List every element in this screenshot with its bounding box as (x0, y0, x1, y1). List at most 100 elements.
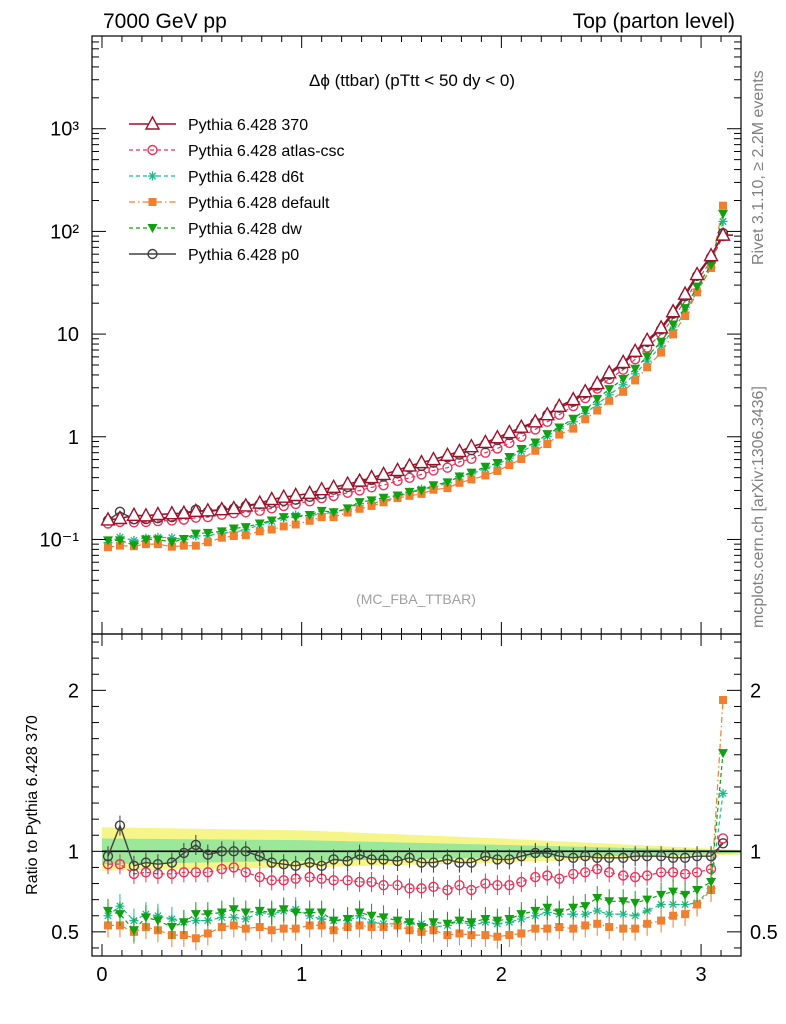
point-dw (580, 406, 591, 416)
point-dw (216, 527, 227, 537)
point-default (581, 415, 590, 424)
point-p370 (703, 247, 719, 262)
point-p370 (589, 375, 605, 390)
point-d6t (668, 325, 678, 335)
point-dw (392, 491, 403, 501)
point-default (605, 396, 614, 405)
ratio-point-dw (216, 908, 227, 918)
ratio-point-p0 (290, 860, 301, 872)
point-p370 (577, 383, 593, 398)
point-default (631, 376, 640, 385)
series-dw (102, 209, 729, 551)
main-plot-area (100, 201, 734, 552)
ratio-point-default (657, 916, 666, 925)
ratio-point-dw (492, 916, 503, 926)
ratio-point-dw (504, 914, 515, 924)
point-p370 (665, 303, 681, 318)
ratio-point-atlas (454, 879, 465, 891)
ratio-point-p0 (480, 850, 491, 862)
ratio-point-p0 (580, 850, 591, 862)
point-dw (718, 209, 729, 219)
point-default (569, 424, 578, 433)
ratio-point-p0 (254, 850, 265, 862)
point-default (681, 312, 690, 321)
process-label: Top (parton level) (573, 10, 735, 33)
ratio-point-d6t (604, 909, 614, 919)
point-dw (140, 535, 151, 545)
ratio-point-d6t (718, 788, 728, 798)
ratio-axes: 0.5 0.5 1 1 2 2 0 1 2 3 (51, 633, 778, 986)
ratio-point-dw (152, 916, 163, 926)
ratio-point-p0 (152, 859, 164, 870)
point-p370 (176, 504, 192, 519)
ratio-point-p0 (568, 852, 579, 863)
ratio-series-default (103, 696, 728, 951)
point-dw (642, 352, 653, 362)
point-d6t (604, 390, 614, 400)
ratio-point-dw (542, 903, 553, 913)
ratio-point-p0 (266, 857, 277, 868)
mcplots-label: mcplots.cern.ch [arXiv:1306.3436] (750, 386, 767, 628)
point-dw (366, 496, 377, 506)
point-default (493, 466, 502, 475)
point-p370 (639, 331, 655, 346)
ratio-point-p0 (542, 847, 553, 859)
ratio-point-atlas (516, 876, 527, 888)
point-default (267, 525, 276, 534)
legend-label-atlas: Pythia 6.428 atlas-csc (188, 143, 345, 160)
ratio-point-dw (642, 895, 653, 905)
ratio-line-atlas (108, 838, 724, 891)
ratio-point-dw (568, 903, 579, 913)
point-default (643, 363, 652, 372)
ratio-point-default (291, 924, 300, 933)
ratio-point-p0 (240, 846, 251, 857)
ratio-point-p0 (366, 854, 377, 865)
ratio-point-p0 (641, 850, 653, 862)
point-dw (342, 504, 353, 514)
point-p370 (565, 391, 581, 406)
energy-label: 7000 GeV pp (103, 10, 227, 33)
ratio-point-atlas (354, 876, 365, 888)
rivet-label: Rivet 3.1.10, ≥ 2.2M events (750, 70, 767, 265)
ratio-ytick-label-right: 1 (750, 841, 761, 863)
ratio-point-dw (618, 897, 629, 907)
ratio-point-p0 (705, 850, 717, 862)
ratio-point-p0 (316, 860, 327, 872)
watermark: (MC_FBA_TTBAR) (356, 591, 476, 607)
point-default (191, 541, 200, 550)
ratio-point-default (229, 921, 238, 930)
point-dw (316, 506, 327, 516)
ratio-point-dw (254, 906, 265, 916)
ratio-point-dw (680, 890, 691, 900)
point-dw (554, 423, 565, 433)
ratio-point-p0 (679, 852, 691, 863)
ratio-point-default (531, 924, 540, 933)
ratio-panel: 0.5 0.5 1 1 2 2 0 1 2 3 Ratio to Pythia 6.428 370 (24, 633, 778, 986)
ratio-point-atlas (530, 871, 541, 883)
ratio-point-default (203, 929, 212, 938)
point-default (217, 533, 226, 542)
point-p370 (339, 475, 356, 490)
ratio-ytick-label-left: 0.5 (51, 922, 79, 944)
ratio-point-dw (454, 916, 465, 926)
point-p370 (501, 424, 518, 439)
ratio-point-default (355, 921, 364, 930)
ratio-point-atlas (404, 883, 415, 894)
ratio-point-p0 (378, 854, 389, 865)
point-p370 (214, 501, 230, 516)
ratio-point-dw (304, 908, 315, 918)
main-ytick-label: 10³ (50, 119, 79, 141)
ratio-point-dw (328, 916, 339, 926)
legend-marker-default (148, 198, 157, 206)
point-dw (656, 337, 667, 347)
ratio-point-p0 (516, 850, 527, 862)
ratio-frame (91, 633, 742, 957)
ratio-point-atlas (480, 878, 491, 889)
ratio-point-atlas (202, 867, 214, 878)
point-dw (290, 513, 301, 523)
ratio-point-default (593, 919, 602, 928)
ratio-point-p0 (278, 859, 289, 870)
point-p370 (264, 491, 280, 506)
point-dw (354, 498, 365, 508)
